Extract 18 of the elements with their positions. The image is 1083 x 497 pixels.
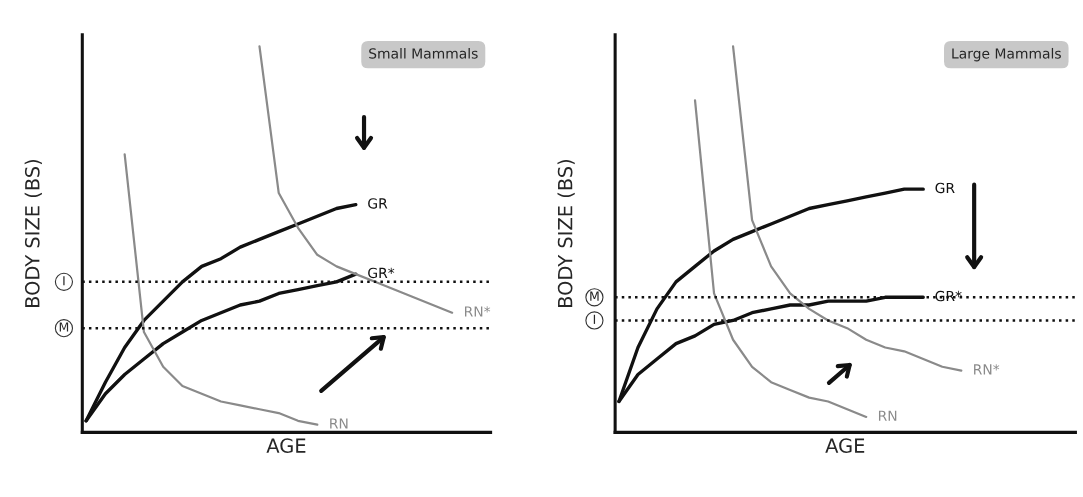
x-axis-title: AGE	[266, 438, 306, 453]
ref-line-label: M	[59, 322, 69, 332]
ref-line-label: I	[63, 276, 65, 286]
series-label: RN	[330, 418, 348, 429]
ref-line-label: I	[593, 314, 596, 324]
series-label: GR*	[935, 290, 962, 302]
series-label: GR	[935, 182, 955, 194]
series-label: GR	[368, 198, 388, 209]
series-label: GR*	[368, 267, 395, 279]
series-label: RN*	[974, 364, 1000, 375]
series-label: RN*	[465, 306, 491, 317]
x-axis-title: AGE	[825, 438, 865, 453]
ref-line-label: M	[590, 291, 599, 301]
chart-title: Large Mammals	[952, 47, 1061, 62]
chart-title: Small Mammals	[369, 47, 478, 59]
y-axis-title: BODY SIZE (BS)	[557, 159, 575, 308]
series-label: RN	[878, 410, 897, 421]
y-axis-title: BODY SIZE (BS)	[24, 159, 42, 308]
